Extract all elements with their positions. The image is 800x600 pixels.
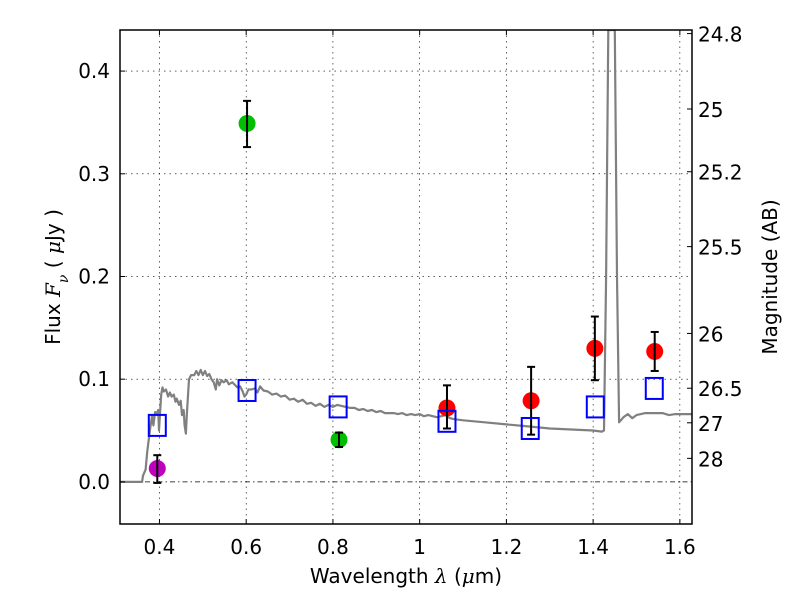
x-tick-label: 1.2 xyxy=(490,535,522,559)
grid-lines xyxy=(120,30,692,524)
x-axis-label: Wavelength λ (μm) xyxy=(310,564,502,588)
x-tick-label: 1 xyxy=(413,535,426,559)
x-axis-label-unit-open: ( xyxy=(448,564,462,588)
y-axis-label-subscript: ν xyxy=(56,274,72,283)
model-photometry-square xyxy=(147,413,167,437)
right-tick-label: 25 xyxy=(698,98,723,122)
model-spectrum-line xyxy=(120,30,692,483)
y-tick-label: 0.1 xyxy=(78,367,110,391)
y-axis-label: Flux Fν ( μJy ) xyxy=(41,209,72,345)
y-tick-label: 0.2 xyxy=(78,264,110,288)
right-tick-label: 26 xyxy=(698,322,723,346)
model-photometry-square xyxy=(585,395,605,419)
x-tick-label: 1.4 xyxy=(577,535,609,559)
y-axis-label-unit-mu: μ xyxy=(41,241,65,254)
x-axis-label-symbol: λ xyxy=(434,564,448,588)
x-axis-ticks: 0.4 0.6 0.8 1 1.2 1.4 1.6 xyxy=(144,30,696,559)
right-tick-label: 28 xyxy=(698,447,723,471)
right-tick-label: 24.8 xyxy=(698,23,743,47)
y-axis-label-symbol: F xyxy=(41,282,65,298)
y-axis-ticks: 0.0 0.1 0.2 0.3 0.4 xyxy=(78,59,125,494)
right-axis-ticks: 24.8 25 25.2 25.5 26 26.5 27 28 xyxy=(687,23,743,471)
model-photometry-square xyxy=(237,378,257,402)
model-photometry-square xyxy=(328,395,348,419)
right-tick-label: 25.2 xyxy=(698,161,743,185)
y-axis-label-unit-rest: Jy ) xyxy=(41,209,65,243)
model-photometry-square xyxy=(644,376,664,400)
x-axis-label-unit-mu: μ xyxy=(462,564,475,588)
x-tick-label: 0.6 xyxy=(230,535,262,559)
y-tick-label: 0.3 xyxy=(78,162,110,186)
x-axis-label-text: Wavelength xyxy=(310,564,435,588)
right-tick-label: 25.5 xyxy=(698,236,743,260)
data-markers xyxy=(147,99,664,484)
x-tick-label: 1.6 xyxy=(664,535,696,559)
x-axis-label-unit-rest: m) xyxy=(475,564,502,588)
right-tick-label: 26.5 xyxy=(698,377,743,401)
right-tick-label: 27 xyxy=(698,412,723,436)
plot-area xyxy=(120,30,692,483)
x-tick-label: 0.4 xyxy=(144,535,176,559)
y-tick-label: 0.0 xyxy=(78,470,110,494)
model-photometry-square xyxy=(520,416,540,440)
y-axis-label-text: Flux xyxy=(41,297,65,345)
y-axis-label-unit-open: ( xyxy=(41,254,65,275)
model-photometry-square xyxy=(437,409,457,433)
axes-frame xyxy=(119,29,693,525)
x-tick-label: 0.8 xyxy=(317,535,349,559)
y-tick-label: 0.4 xyxy=(78,59,110,83)
right-axis-label: Magnitude (AB) xyxy=(758,199,782,354)
